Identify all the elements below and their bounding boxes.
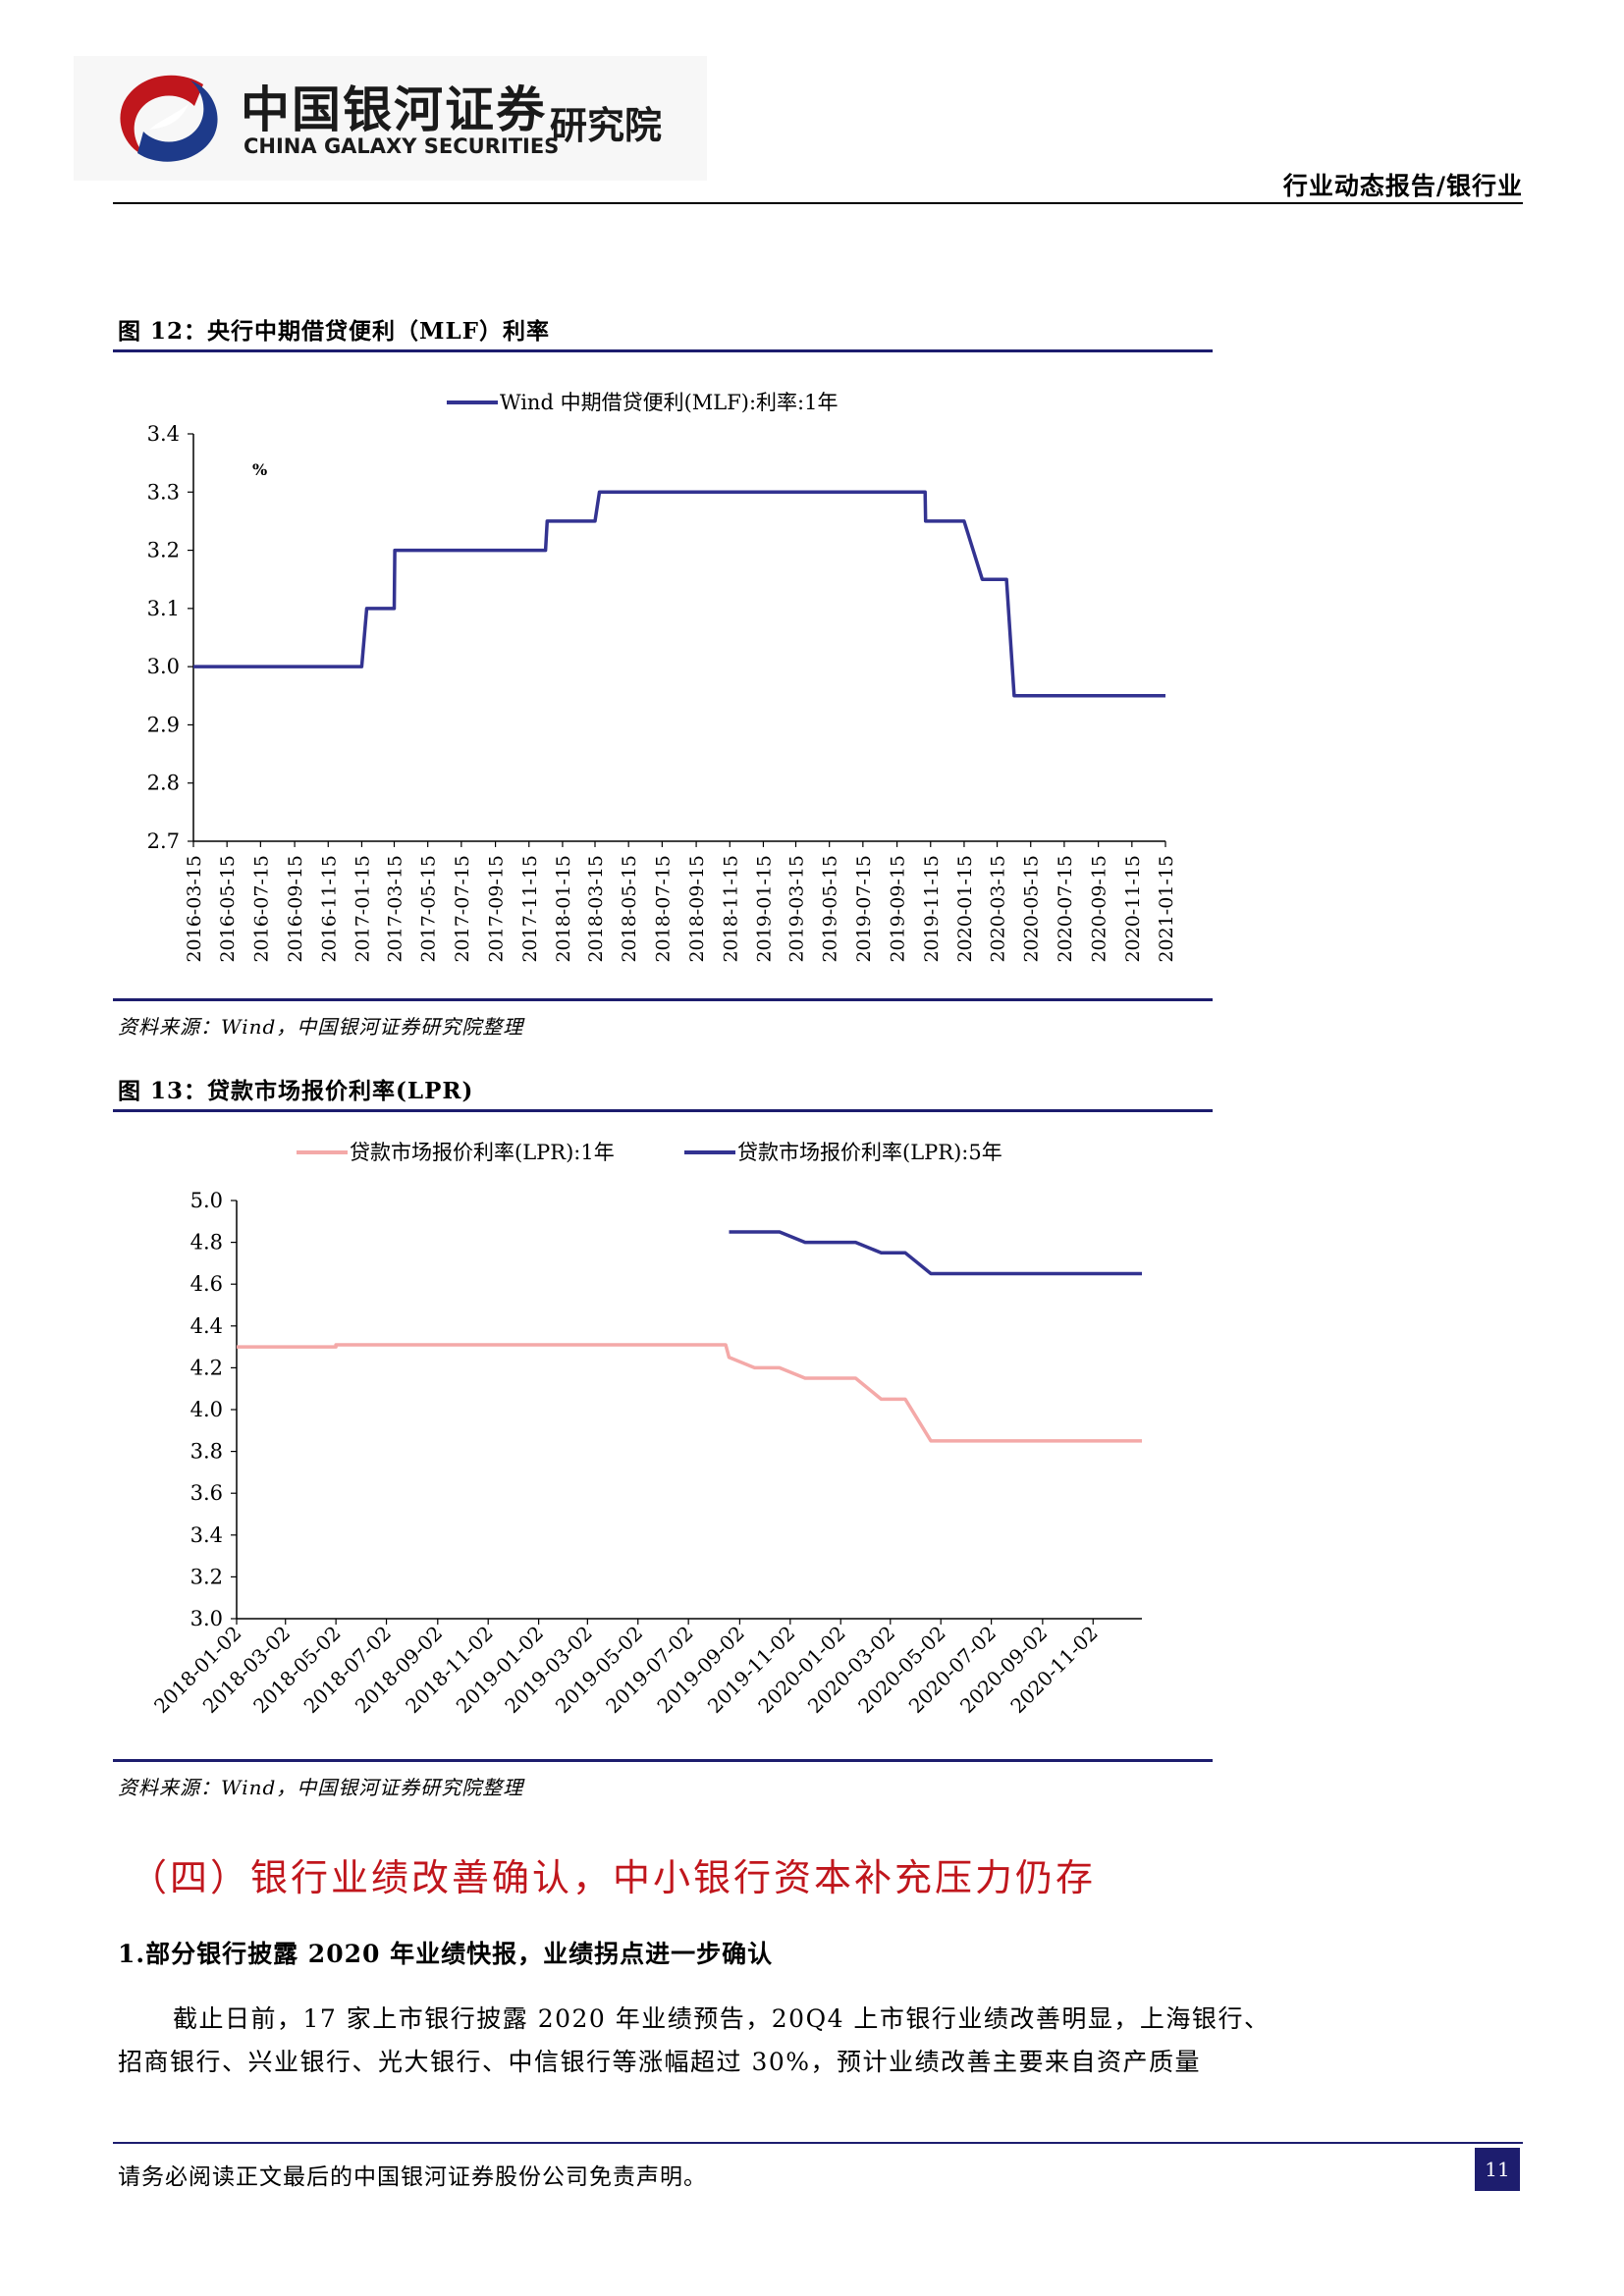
x-tick-label: 2020-07-15 bbox=[1055, 855, 1076, 963]
brand-institute: 研究院 bbox=[550, 104, 663, 147]
footer-disclaimer: 请务必阅读正文最后的中国银河证券股份公司免责声明。 bbox=[118, 2164, 707, 2190]
series-line bbox=[729, 1230, 1142, 1276]
y-tick-label: 3.8 bbox=[190, 1440, 223, 1464]
x-tick-label: 2019-01-15 bbox=[753, 855, 775, 963]
y-tick-label: 3.6 bbox=[190, 1481, 223, 1505]
figure13-source: 资料来源：Wind，中国银河证券研究院整理 bbox=[118, 1776, 524, 1799]
lpr-rate-chart: 5.04.84.64.44.24.03.83.63.43.23.02018-01… bbox=[149, 1141, 1142, 1718]
x-tick-label: 2019-11-15 bbox=[921, 855, 943, 963]
y-tick-label: 4.4 bbox=[190, 1314, 223, 1338]
y-tick-label: 4.2 bbox=[190, 1356, 223, 1379]
y-tick-label: 3.2 bbox=[190, 1565, 223, 1588]
x-tick-label: 2018-09-15 bbox=[686, 855, 708, 963]
x-tick-label: 2020-11-15 bbox=[1122, 855, 1144, 963]
figure13-bottom-rule bbox=[113, 1759, 1213, 1762]
x-tick-label: 2020-09-15 bbox=[1089, 855, 1110, 963]
y-tick-label: 3.1 bbox=[147, 597, 180, 620]
y-tick-label: 4.6 bbox=[190, 1272, 223, 1296]
figure13-title: 图 13：贷款市场报价利率(LPR) bbox=[118, 1078, 474, 1104]
x-tick-label: 2018-05-15 bbox=[619, 855, 640, 963]
galaxy-logo-icon bbox=[120, 75, 218, 162]
y-tick-label: 3.4 bbox=[147, 422, 180, 446]
report-type: 行业动态报告/银行业 bbox=[1282, 172, 1523, 200]
x-tick-label: 2019-05-15 bbox=[820, 855, 841, 963]
header-divider bbox=[113, 202, 1523, 204]
x-tick-label: 2020-03-15 bbox=[988, 855, 1009, 963]
x-tick-label: 2017-11-15 bbox=[519, 855, 541, 963]
brand-name-en: CHINA GALAXY SECURITIES bbox=[244, 134, 560, 158]
x-tick-label: 2016-11-15 bbox=[318, 855, 340, 963]
x-tick-label: 2019-03-15 bbox=[785, 855, 807, 963]
y-tick-label: 2.7 bbox=[147, 829, 180, 853]
x-tick-label: 2017-07-15 bbox=[452, 855, 473, 963]
legend-label: Wind 中期借贷便利(MLF):利率:1年 bbox=[500, 391, 839, 414]
x-tick-label: 2018-11-15 bbox=[720, 855, 741, 963]
figure12-top-rule bbox=[113, 349, 1213, 352]
brand-name-cn: 中国银河证券 bbox=[241, 81, 547, 138]
x-tick-label: 2018-01-15 bbox=[553, 855, 574, 963]
y-tick-label: 3.3 bbox=[147, 480, 180, 504]
section-heading: （四）银行业绩改善确认，中小银行资本补充压力仍存 bbox=[130, 1856, 1097, 1899]
x-tick-label: 2016-03-15 bbox=[184, 855, 205, 963]
y-tick-label: 4.0 bbox=[190, 1398, 223, 1421]
x-tick-label: 2017-03-15 bbox=[384, 855, 406, 963]
x-tick-label: 2017-01-15 bbox=[352, 855, 373, 963]
y-tick-label: 2.9 bbox=[147, 713, 180, 736]
x-tick-label: 2021-01-15 bbox=[1156, 855, 1177, 963]
y-tick-label: 3.0 bbox=[190, 1607, 223, 1630]
x-tick-label: 2017-09-15 bbox=[486, 855, 508, 963]
paragraph-line-1: 截止日前，17 家上市银行披露 2020 年业绩预告，20Q4 上市银行业绩改善… bbox=[173, 2004, 1271, 2033]
figure12-source: 资料来源：Wind，中国银河证券研究院整理 bbox=[118, 1015, 524, 1039]
y-tick-label: 4.8 bbox=[190, 1231, 223, 1255]
x-tick-label: 2019-09-15 bbox=[888, 855, 909, 963]
x-tick-label: 2018-07-15 bbox=[652, 855, 674, 963]
figure13-top-rule bbox=[113, 1109, 1213, 1112]
y-tick-label: 3.2 bbox=[147, 539, 180, 562]
x-tick-label: 2018-03-15 bbox=[585, 855, 607, 963]
x-tick-label: 2019-07-15 bbox=[853, 855, 875, 963]
series-line bbox=[237, 1343, 1142, 1443]
section-subheading: 1.部分银行披露 2020 年业绩快报，业绩拐点进一步确认 bbox=[118, 1940, 774, 1968]
x-tick-label: 2016-07-15 bbox=[250, 855, 272, 963]
x-tick-label: 2020-01-15 bbox=[954, 855, 976, 963]
y-tick-label: 3.4 bbox=[190, 1523, 223, 1547]
unit-label: % bbox=[252, 460, 267, 479]
y-tick-label: 5.0 bbox=[190, 1189, 223, 1212]
x-tick-label: 2016-05-15 bbox=[217, 855, 239, 963]
y-tick-label: 3.0 bbox=[147, 655, 180, 678]
x-tick-label: 2017-05-15 bbox=[418, 855, 440, 963]
footer-divider bbox=[113, 2142, 1523, 2144]
page-number: 11 bbox=[1475, 2148, 1520, 2191]
series-line bbox=[193, 490, 1165, 698]
x-tick-label: 2020-05-15 bbox=[1021, 855, 1043, 963]
legend-label: 贷款市场报价利率(LPR):1年 bbox=[350, 1141, 615, 1164]
x-tick-label: 2016-09-15 bbox=[285, 855, 306, 963]
legend-label: 贷款市场报价利率(LPR):5年 bbox=[737, 1141, 1002, 1164]
figure12-title: 图 12：央行中期借贷便利（MLF）利率 bbox=[118, 318, 550, 345]
paragraph-line-2: 招商银行、兴业银行、光大银行、中信银行等涨幅超过 30%，预计业绩改善主要来自资… bbox=[118, 2048, 1202, 2076]
y-tick-label: 2.8 bbox=[147, 772, 180, 795]
figure12-bottom-rule bbox=[113, 998, 1213, 1001]
